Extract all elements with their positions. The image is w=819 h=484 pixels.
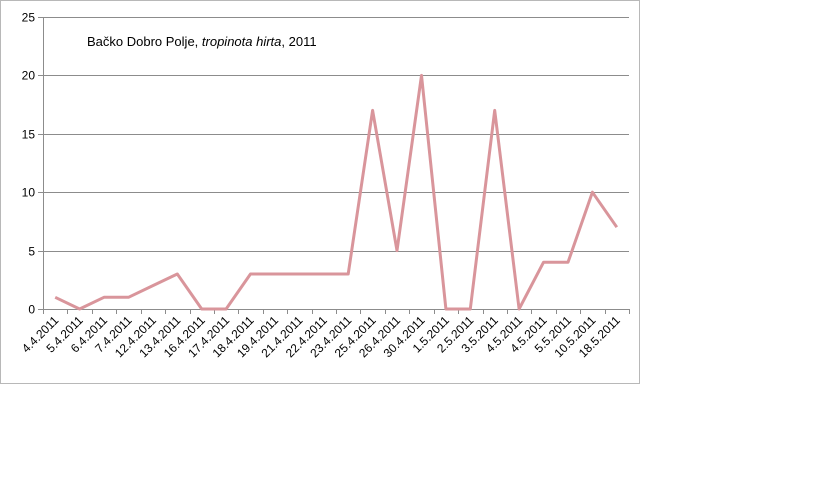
y-tick-label: 5 [28, 245, 35, 259]
axes [38, 17, 630, 314]
y-tick-label: 0 [28, 303, 35, 317]
chart-frame: 0 5 10 15 20 25 4.4.2011 5.4.2011 6.4.2011 7.4.2… [0, 0, 640, 384]
y-tick-labels: 0 5 10 15 20 25 [22, 11, 36, 317]
chart-title-plain: Bačko Dobro Polje, [87, 34, 202, 49]
chart-title: Bačko Dobro Polje, tropinota hirta, 2011 [87, 34, 317, 49]
gridlines [43, 17, 629, 252]
chart-title-suffix: , 2011 [281, 34, 316, 49]
y-tick-label: 15 [22, 128, 36, 142]
y-tick-label: 25 [22, 11, 36, 25]
line-chart: 0 5 10 15 20 25 4.4.20115.4.20116.4.20117.4.2… [19, 11, 630, 360]
x-tick-labels: 4.4.20115.4.20116.4.20117.4.201112.4.201… [19, 313, 623, 360]
y-tick-label: 10 [22, 186, 36, 200]
y-tick-label: 20 [22, 69, 36, 83]
chart-title-italic: tropinota hirta [202, 34, 282, 49]
series-line [54, 73, 619, 311]
